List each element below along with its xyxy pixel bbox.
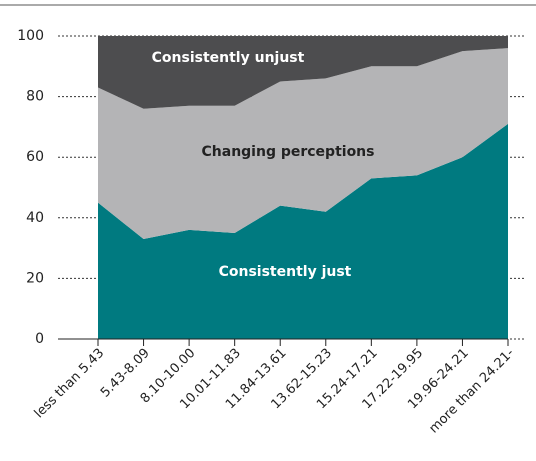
area-label: Changing perceptions <box>202 144 375 160</box>
area <box>98 36 508 109</box>
x-tick-label: less than 5.43 <box>32 346 108 422</box>
area <box>98 48 508 240</box>
y-tick-label: 40 <box>26 210 44 226</box>
x-tick-label: more than 24.21- <box>427 345 518 436</box>
y-tick-label: 0 <box>35 331 44 347</box>
y-tick-label: 20 <box>26 270 44 286</box>
area <box>98 123 508 340</box>
area-label: Consistently just <box>219 264 352 280</box>
y-tick-label: 80 <box>26 89 44 105</box>
area-label: Consistently unjust <box>152 50 305 66</box>
y-tick-label: 100 <box>17 28 44 44</box>
y-tick-label: 60 <box>26 149 44 165</box>
